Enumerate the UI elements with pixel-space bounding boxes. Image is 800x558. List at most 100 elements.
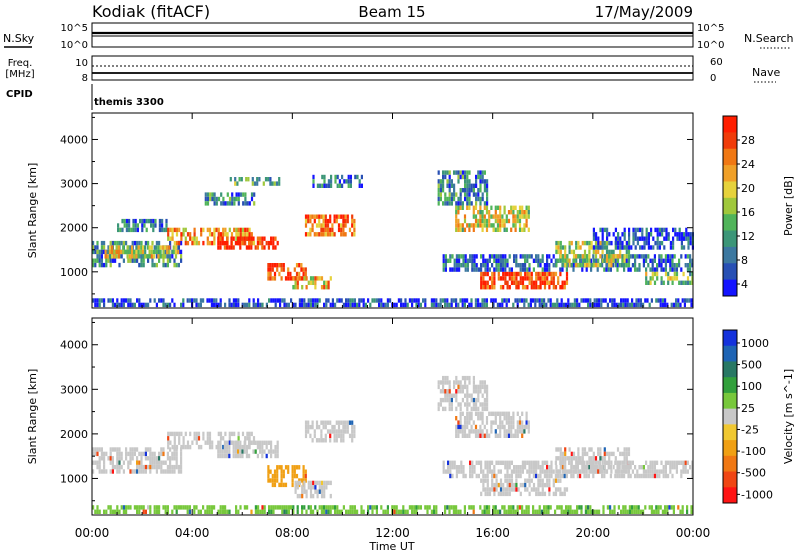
data-cell bbox=[471, 465, 474, 470]
data-cell bbox=[167, 227, 170, 233]
data-cell bbox=[671, 258, 674, 263]
data-cell bbox=[590, 456, 593, 461]
data-cell bbox=[177, 262, 180, 268]
colorbar-swatch bbox=[723, 377, 737, 394]
data-cell bbox=[173, 456, 176, 461]
data-cell bbox=[525, 205, 528, 210]
data-cell bbox=[252, 298, 255, 303]
data-cell bbox=[634, 465, 637, 470]
data-cell bbox=[193, 431, 196, 437]
data-cell bbox=[298, 465, 301, 470]
data-cell bbox=[527, 227, 530, 232]
data-cell bbox=[127, 460, 130, 465]
data-cell bbox=[647, 240, 650, 246]
data-cell bbox=[480, 263, 483, 268]
data-cell bbox=[261, 240, 264, 246]
data-cell bbox=[395, 302, 398, 308]
data-cell bbox=[120, 464, 123, 470]
data-cell bbox=[149, 509, 152, 514]
data-cell bbox=[530, 478, 533, 483]
data-cell bbox=[296, 493, 299, 499]
data-cell bbox=[561, 469, 565, 474]
data-cell bbox=[521, 469, 524, 474]
data-cell bbox=[450, 183, 453, 188]
data-cell bbox=[164, 249, 167, 255]
data-cell bbox=[349, 179, 352, 184]
data-cell bbox=[481, 393, 484, 398]
data-cell bbox=[585, 267, 588, 272]
data-cell bbox=[134, 227, 137, 233]
data-cell bbox=[488, 433, 491, 438]
data-cell bbox=[246, 232, 249, 237]
data-cell bbox=[558, 505, 561, 510]
data-cell bbox=[400, 298, 403, 303]
data-cell bbox=[468, 416, 471, 421]
data-cell bbox=[488, 487, 492, 492]
data-cell bbox=[669, 469, 672, 474]
data-cell bbox=[173, 262, 176, 268]
data-cell bbox=[515, 263, 518, 268]
data-cell bbox=[259, 302, 262, 308]
data-cell bbox=[669, 267, 672, 272]
data-cell bbox=[564, 456, 567, 461]
data-cell bbox=[491, 482, 494, 488]
data-cell bbox=[333, 424, 336, 430]
data-cell bbox=[481, 214, 484, 219]
panel-background bbox=[92, 318, 693, 515]
data-cell bbox=[284, 482, 288, 488]
data-cell bbox=[572, 451, 576, 457]
data-cell bbox=[530, 254, 533, 259]
data-cell bbox=[126, 245, 129, 250]
data-cell bbox=[351, 232, 354, 237]
data-cell bbox=[195, 436, 198, 441]
data-cell bbox=[656, 469, 659, 474]
data-cell bbox=[435, 298, 438, 303]
data-cell bbox=[263, 505, 266, 510]
data-cell bbox=[270, 449, 273, 454]
data-cell bbox=[554, 460, 557, 465]
data-cell bbox=[468, 402, 471, 407]
data-cell bbox=[548, 469, 551, 474]
data-cell bbox=[384, 509, 387, 514]
data-cell bbox=[504, 254, 507, 259]
data-cell bbox=[197, 431, 201, 437]
data-cell bbox=[245, 449, 248, 454]
data-cell bbox=[199, 509, 202, 514]
data-cell bbox=[175, 460, 178, 465]
data-cell bbox=[477, 302, 480, 308]
data-cell bbox=[114, 464, 117, 470]
data-cell bbox=[243, 302, 246, 308]
data-cell bbox=[530, 280, 533, 285]
data-cell bbox=[450, 192, 453, 197]
data-cell bbox=[237, 236, 240, 241]
data-cell bbox=[444, 258, 447, 263]
data-cell bbox=[479, 402, 482, 407]
data-cell bbox=[689, 267, 692, 272]
data-cell bbox=[459, 380, 462, 385]
data-cell bbox=[631, 263, 634, 268]
data-cell bbox=[457, 201, 460, 206]
data-cell bbox=[305, 509, 308, 514]
data-cell bbox=[164, 262, 167, 268]
colorbar-swatch bbox=[723, 116, 737, 133]
data-cell bbox=[270, 445, 273, 450]
data-cell bbox=[552, 478, 555, 483]
data-cell bbox=[320, 285, 324, 290]
data-cell bbox=[504, 271, 507, 277]
data-cell bbox=[492, 223, 495, 228]
data-cell bbox=[656, 245, 659, 250]
data-cell bbox=[447, 460, 450, 465]
data-cell bbox=[259, 440, 262, 445]
data-cell bbox=[477, 393, 480, 398]
data-cell bbox=[422, 298, 425, 303]
data-cell bbox=[444, 380, 447, 385]
data-cell bbox=[645, 271, 648, 277]
data-cell bbox=[264, 177, 268, 182]
data-cell bbox=[686, 254, 689, 259]
data-cell bbox=[178, 436, 181, 441]
data-cell bbox=[512, 424, 515, 430]
data-cell bbox=[263, 236, 266, 241]
data-cell bbox=[259, 236, 262, 241]
data-cell bbox=[481, 196, 484, 202]
data-cell bbox=[610, 262, 613, 268]
